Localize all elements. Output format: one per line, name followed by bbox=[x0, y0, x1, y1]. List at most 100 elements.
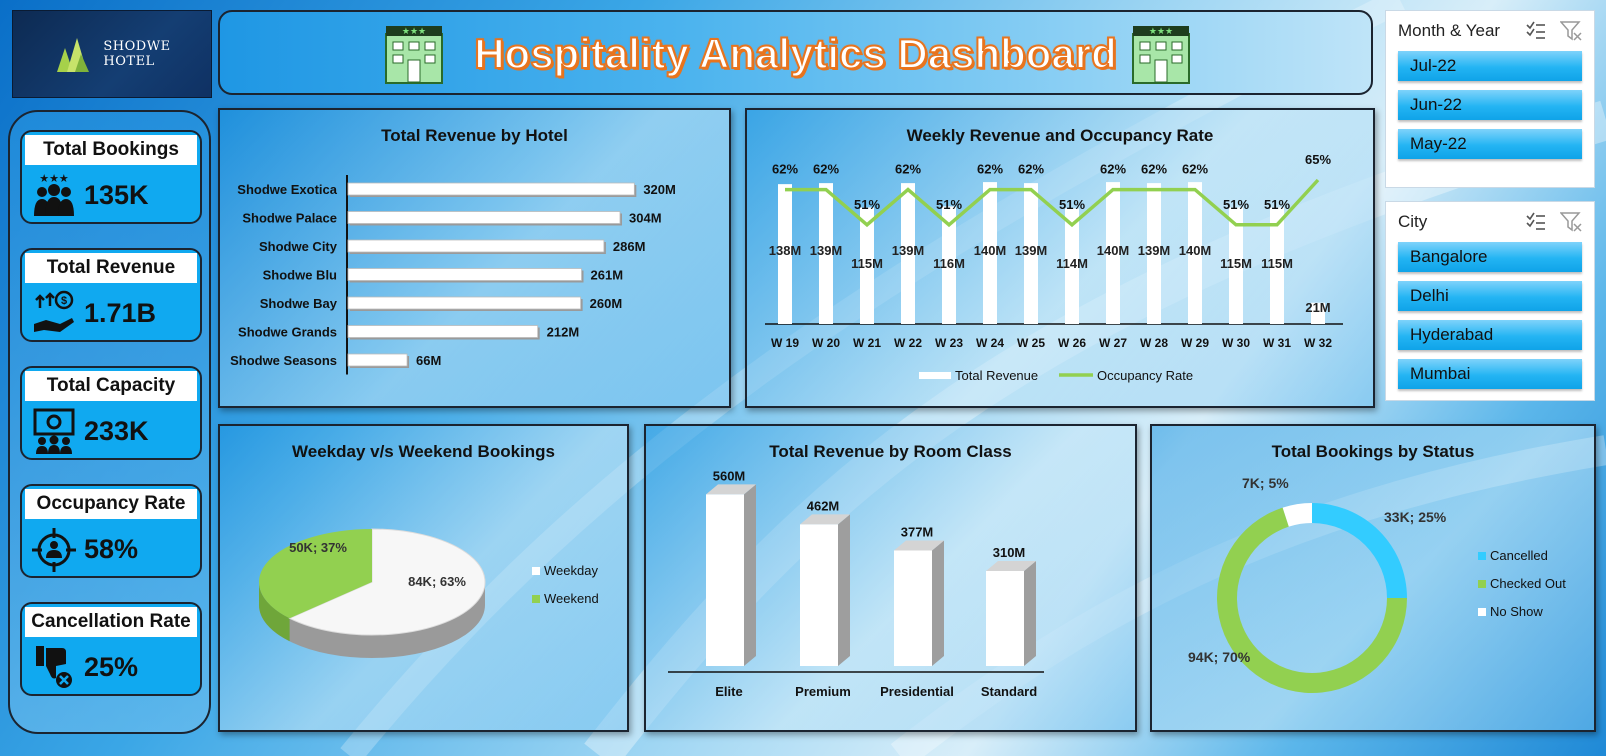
x-tick-label: W 30 bbox=[1222, 336, 1250, 350]
chart-title: Weekday v/s Weekend Bookings bbox=[292, 442, 555, 461]
occupancy-label: 62% bbox=[1141, 162, 1167, 177]
kpi-value: 58% bbox=[84, 534, 139, 564]
occupancy-label: 65% bbox=[1305, 152, 1331, 167]
pie-side-weekend bbox=[259, 582, 290, 642]
legend-label: Weekday bbox=[544, 563, 598, 578]
clear-filter-icon[interactable] bbox=[1560, 21, 1582, 41]
bar-top bbox=[986, 561, 1036, 571]
revenue-bar bbox=[983, 182, 997, 324]
x-tick-label: W 20 bbox=[812, 336, 840, 350]
bar bbox=[347, 296, 582, 310]
bar-side bbox=[744, 484, 756, 666]
bar-top bbox=[706, 484, 756, 495]
data-label: 286M bbox=[613, 239, 646, 254]
kpi-label: Occupancy Rate bbox=[25, 489, 197, 519]
kpi-label: Total Revenue bbox=[25, 253, 197, 283]
occupancy-label: 51% bbox=[1223, 197, 1249, 212]
occupancy-label: 62% bbox=[1018, 162, 1044, 177]
revenue-label: 114M bbox=[1056, 256, 1088, 271]
month-slicer-item-may-22[interactable]: May-22 bbox=[1398, 129, 1582, 159]
legend-swatch bbox=[1478, 608, 1486, 616]
multi-select-icon[interactable] bbox=[1526, 21, 1546, 39]
slice-label: 7K; 5% bbox=[1242, 475, 1289, 491]
revenue-bar bbox=[1106, 182, 1120, 324]
city-slicer-item-delhi[interactable]: Delhi bbox=[1398, 281, 1582, 311]
category-label: Shodwe Palace bbox=[242, 211, 337, 226]
occupancy-label: 51% bbox=[1264, 197, 1290, 212]
revenue-label: 21M bbox=[1305, 300, 1330, 315]
kpi-occupancy-rate: Occupancy Rate 58% bbox=[20, 484, 202, 578]
revenue-label: 138M bbox=[769, 243, 802, 258]
revenue-bar bbox=[860, 207, 874, 324]
logo-line2: HOTEL bbox=[103, 54, 155, 69]
bar-side bbox=[838, 514, 850, 666]
thumbs-down-cancel-icon bbox=[36, 646, 72, 688]
revenue-label: 115M bbox=[1220, 256, 1252, 271]
month-slicer-item-jul-22[interactable]: Jul-22 bbox=[1398, 51, 1582, 81]
data-label: 377M bbox=[901, 524, 934, 539]
donut-slice-no-show bbox=[1282, 503, 1312, 527]
kpi-total-bookings: Total Bookings ★★★ 135K bbox=[20, 130, 202, 224]
revenue-bar bbox=[1311, 302, 1325, 324]
x-tick-label: W 21 bbox=[853, 336, 881, 350]
people-stars-icon: ★★★ bbox=[34, 173, 74, 216]
category-label: Presidential bbox=[880, 684, 954, 699]
occupancy-label: 51% bbox=[854, 197, 880, 212]
data-label: 560M bbox=[713, 468, 746, 483]
revenue-bar bbox=[1147, 183, 1161, 324]
x-tick-label: W 32 bbox=[1304, 336, 1332, 350]
occupancy-label: 51% bbox=[1059, 197, 1085, 212]
occupancy-label: 62% bbox=[813, 162, 839, 177]
x-tick-label: W 29 bbox=[1181, 336, 1209, 350]
kpi-column: Total Bookings ★★★ 135K Total Revenue $ … bbox=[8, 110, 211, 734]
kpi-label: Total Capacity bbox=[25, 371, 197, 401]
legend-label: Occupancy Rate bbox=[1097, 368, 1193, 383]
revenue-bar bbox=[1065, 208, 1079, 324]
slice-label: 50K; 37% bbox=[289, 540, 347, 555]
legend-label: Weekend bbox=[544, 591, 599, 606]
legend-label: Checked Out bbox=[1490, 576, 1566, 591]
kpi-label: Total Bookings bbox=[25, 135, 197, 165]
kpi-label: Cancellation Rate bbox=[25, 607, 197, 637]
logo-line1: SHODWE bbox=[103, 39, 171, 54]
x-tick-label: W 27 bbox=[1099, 336, 1127, 350]
capacity-people-icon bbox=[33, 408, 75, 454]
revenue-bar bbox=[942, 206, 956, 324]
occupancy-label: 62% bbox=[1100, 162, 1126, 177]
weekday-weekend-chart: 84K; 63% 50K; 37% Weekday Weekend bbox=[259, 528, 599, 658]
pie-slice-weekend bbox=[259, 529, 372, 619]
x-tick-label: W 26 bbox=[1058, 336, 1086, 350]
city-slicer-item-mumbai[interactable]: Mumbai bbox=[1398, 359, 1582, 389]
city-slicer: City Bangalore Delhi Hyderabad Mumbai bbox=[1385, 201, 1595, 401]
legend-swatch-revenue bbox=[919, 372, 951, 379]
data-label: 260M bbox=[590, 296, 623, 311]
bar bbox=[347, 239, 605, 253]
booking-status-chart: 33K; 25% 94K; 70% 7K; 5% Cancelled Checked O… bbox=[1188, 475, 1566, 693]
kpi-cancellation-rate: Cancellation Rate 25% bbox=[20, 602, 202, 696]
category-label: Standard bbox=[981, 684, 1037, 699]
dashboard-header: ★★★ Hospitality Analytics Dashboard ★★★ bbox=[218, 10, 1373, 95]
slice-label: 84K; 63% bbox=[408, 574, 466, 589]
room-class-panel: Total Revenue by Room Class 560M Elite 462… bbox=[644, 424, 1137, 732]
page-title: Hospitality Analytics Dashboard bbox=[473, 29, 1118, 78]
multi-select-icon[interactable] bbox=[1526, 212, 1546, 230]
slicer-title: City bbox=[1398, 212, 1428, 231]
target-person-icon bbox=[32, 528, 76, 572]
month-year-slicer: Month & Year Jul-22 Jun-22 May-22 bbox=[1385, 10, 1595, 188]
bar bbox=[800, 524, 838, 666]
revenue-label: 139M bbox=[1138, 243, 1171, 258]
data-label: 310M bbox=[993, 545, 1026, 560]
donut-slice-cancelled bbox=[1312, 503, 1407, 598]
chart-title: Total Bookings by Status bbox=[1271, 442, 1475, 461]
svg-text:$: $ bbox=[61, 295, 67, 307]
occupancy-line bbox=[785, 178, 1320, 228]
data-label: 212M bbox=[547, 325, 580, 340]
revenue-label: 139M bbox=[810, 243, 843, 258]
month-slicer-item-jun-22[interactable]: Jun-22 bbox=[1398, 90, 1582, 120]
city-slicer-item-bangalore[interactable]: Bangalore bbox=[1398, 242, 1582, 272]
city-slicer-item-hyderabad[interactable]: Hyderabad bbox=[1398, 320, 1582, 350]
building-logo-icon bbox=[57, 38, 90, 72]
category-label: Shodwe Blu bbox=[263, 268, 337, 283]
clear-filter-icon[interactable] bbox=[1560, 212, 1582, 232]
legend-label: Cancelled bbox=[1490, 548, 1548, 563]
